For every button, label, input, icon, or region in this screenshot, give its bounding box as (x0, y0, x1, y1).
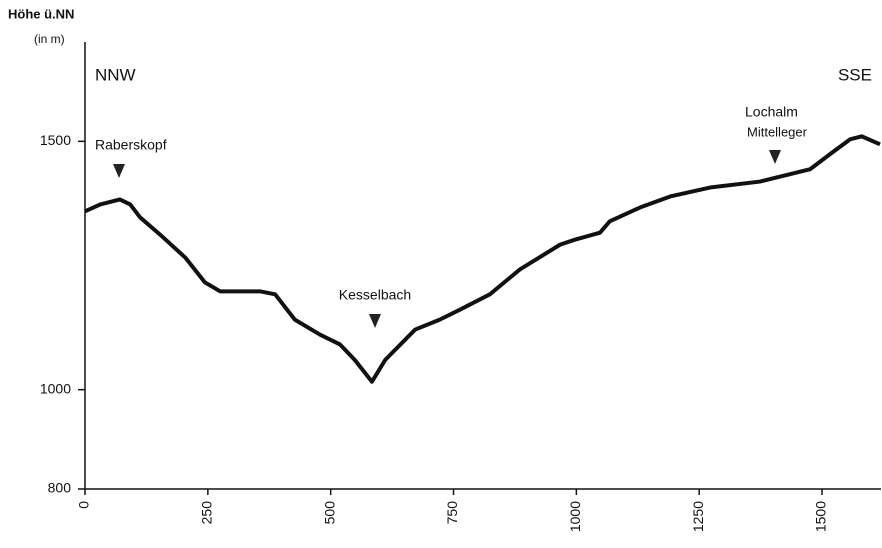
x-tick-label: 1500 (813, 501, 829, 532)
profile-line (84, 134, 881, 384)
y-tick-label: 1000 (40, 380, 71, 396)
direction-label: NNW (95, 65, 136, 84)
annotation: Mittelleger (747, 124, 808, 139)
y-tick-label: 1500 (40, 132, 71, 148)
y-axis-title: Höhe ü.NN (8, 6, 74, 21)
x-tick-label: 1250 (690, 501, 706, 532)
x-tick-label: 250 (199, 501, 215, 525)
x-tick-label: 0 (76, 501, 92, 509)
annotation: Lochalm (745, 104, 798, 120)
y-tick-label: 800 (48, 480, 72, 496)
marker (113, 164, 125, 178)
x-tick-label: 750 (444, 501, 460, 525)
x-tick-label: 1000 (567, 501, 583, 532)
marker (769, 150, 781, 164)
annotation: Kesselbach (339, 287, 411, 303)
x-tick-label: 500 (321, 501, 337, 525)
direction-label: SSE (838, 65, 872, 84)
marker (369, 314, 381, 328)
y-axis-unit: (in m) (34, 32, 65, 46)
annotation: Raberskopf (95, 137, 167, 153)
